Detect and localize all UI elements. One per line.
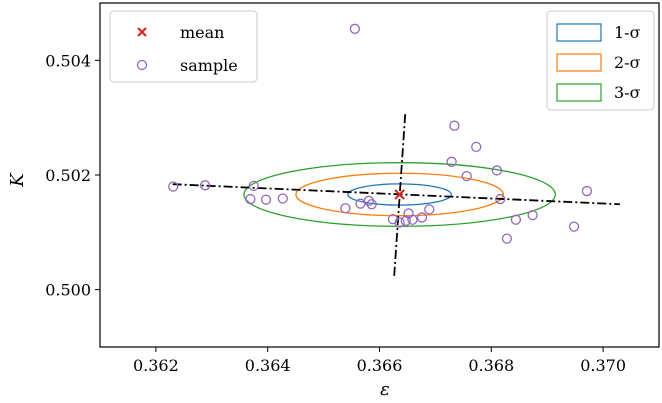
sample-point [471, 141, 482, 153]
sample-point [495, 193, 506, 205]
legend-mean-marker [137, 27, 147, 37]
sample-point [449, 120, 460, 131]
sample-point [245, 193, 256, 205]
legend-1sigma-label: 1-σ [614, 23, 641, 42]
x-tick-label: 0.366 [357, 356, 403, 375]
legend-mean-label: mean [180, 23, 224, 42]
ellipse-3sigma [243, 162, 556, 227]
principal-axis-2 [393, 114, 407, 279]
legend-1sigma-swatch [556, 23, 602, 42]
sample-point [363, 195, 375, 206]
sample-point [355, 198, 366, 209]
sample-point [366, 199, 377, 210]
sample-point [527, 209, 538, 221]
y-tick-label: 0.500 [45, 281, 91, 300]
x-axis-label: ε [380, 379, 390, 400]
sample-point [277, 193, 288, 204]
sample-points [168, 23, 593, 244]
legend-3sigma-label: 3-σ [614, 83, 641, 102]
sample-point [248, 180, 259, 192]
sample-point [446, 156, 457, 167]
y-tick-label: 0.502 [45, 166, 91, 185]
y-tick-label: 0.504 [45, 51, 91, 70]
x-tick-label: 0.368 [468, 356, 514, 375]
mean-marker-stroke-b [394, 189, 405, 200]
sample-point [581, 185, 593, 197]
sample-point [461, 170, 472, 182]
x-tick-label: 0.370 [580, 356, 626, 375]
sample-point [510, 214, 522, 225]
sample-point [491, 165, 503, 176]
x-tick-label: 0.362 [133, 356, 179, 375]
sample-point [568, 221, 580, 232]
legend-sample-label: sample [180, 56, 238, 75]
sample-point [349, 23, 361, 34]
legend-2sigma-swatch [556, 53, 602, 72]
principal-axes [172, 114, 620, 279]
sample-point [260, 194, 272, 205]
x-axis-ticks: 0.362 0.364 0.366 0.368 0.370 [133, 347, 626, 375]
sample-point [199, 180, 211, 191]
sample-point [407, 214, 418, 225]
legend-3sigma-swatch [556, 83, 602, 102]
sample-point [416, 212, 428, 223]
sample-point [501, 233, 513, 244]
legend-sigma: 1-σ 2-σ 3-σ [546, 10, 655, 111]
y-axis-label: K [7, 172, 28, 188]
x-tick-label: 0.364 [245, 356, 291, 375]
sample-point [424, 204, 435, 215]
sample-point [394, 217, 405, 228]
sample-point [400, 215, 411, 227]
legend-mean-sample: mean sample [109, 10, 258, 83]
legend-2sigma-label: 2-σ [614, 53, 641, 72]
principal-axis-1 [172, 183, 620, 206]
ellipse-2sigma [295, 172, 504, 217]
legend-sample-marker [136, 59, 148, 71]
y-axis-ticks: 0.500 0.502 0.504 [45, 51, 100, 300]
sample-point [168, 181, 179, 192]
mean-marker-group [394, 189, 405, 200]
sample-point [340, 203, 351, 214]
